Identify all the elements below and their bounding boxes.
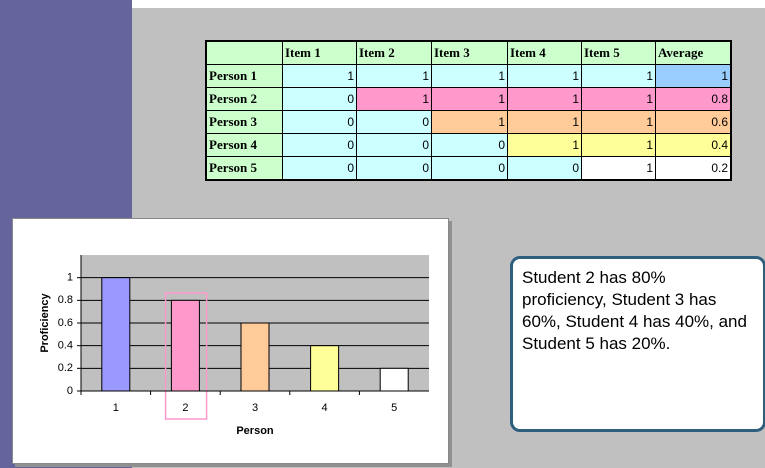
x-tick-label: 2 — [182, 402, 188, 414]
column-header: Item 1 — [282, 40, 357, 65]
chart: 0 0.2 0.4 0.6 0.8 1 1 2 3 4 5 Person Proficiency — [39, 255, 429, 437]
y-axis-label: Proficiency — [39, 292, 51, 352]
column-header — [205, 40, 283, 65]
x-tick-label: 3 — [252, 402, 258, 414]
cell: 1 — [431, 87, 508, 111]
y-tick-label: 0.6 — [58, 317, 73, 329]
cell: 0 — [282, 87, 357, 111]
row-header: Person 3 — [205, 110, 283, 134]
cell: 1 — [356, 87, 432, 111]
cell: 0 — [431, 133, 508, 157]
cell: 0 — [356, 133, 432, 157]
y-tick-label: 1 — [67, 272, 73, 284]
cell: 1 — [581, 64, 656, 88]
top-bar — [132, 0, 765, 8]
cell: 0 — [507, 156, 582, 181]
cell: 1 — [356, 64, 432, 88]
cell: 1 — [507, 110, 582, 134]
cell: 0 — [431, 156, 508, 181]
cell: 1 — [431, 64, 508, 88]
cell: 1 — [507, 87, 582, 111]
column-header: Item 5 — [581, 40, 656, 65]
chart-box: 0 0.2 0.4 0.6 0.8 1 1 2 3 4 5 Person Proficiency — [12, 218, 449, 464]
cell: 1 — [507, 64, 582, 88]
cell: 0 — [356, 156, 432, 181]
bar — [170, 299, 200, 392]
row-header: Person 4 — [205, 133, 283, 157]
x-tick-label: 4 — [322, 402, 328, 414]
x-tick-label: 5 — [391, 402, 397, 414]
x-tick-label: 1 — [113, 402, 119, 414]
cell: 1 — [655, 64, 732, 88]
cell: 1 — [431, 110, 508, 134]
row-header: Person 1 — [205, 64, 283, 88]
column-header: Item 4 — [507, 40, 582, 65]
column-header: Average — [655, 40, 732, 65]
highlight — [164, 292, 208, 420]
row-header: Person 5 — [205, 156, 283, 181]
cell: 1 — [507, 133, 582, 157]
cell: 0.8 — [655, 87, 732, 111]
cell: 1 — [581, 133, 656, 157]
bar — [240, 322, 270, 392]
cell: 1 — [581, 110, 656, 134]
row-header: Person 2 — [205, 87, 283, 111]
cell: 0.2 — [655, 156, 732, 181]
cell: 0 — [282, 133, 357, 157]
bar — [310, 345, 340, 392]
cell: 0 — [356, 110, 432, 134]
cell: 0 — [282, 110, 357, 134]
table: Item 1 Item 2 Item 3 Item 4 Item 5 Average Per… — [205, 40, 732, 181]
cell: 1 — [581, 156, 656, 181]
cell: 0 — [282, 156, 357, 181]
bar — [101, 277, 131, 392]
cell: 0.6 — [655, 110, 732, 134]
column-header: Item 2 — [356, 40, 432, 65]
y-tick-label: 0 — [67, 385, 73, 397]
cell: 1 — [581, 87, 656, 111]
y-tick-label: 0.2 — [58, 362, 73, 374]
cell: 1 — [282, 64, 357, 88]
column-header: Item 3 — [431, 40, 508, 65]
cell: 0.4 — [655, 133, 732, 157]
y-tick-label: 0.4 — [58, 340, 73, 352]
x-axis-label: Person — [236, 425, 274, 437]
y-tick-label: 0.8 — [58, 294, 73, 306]
bar — [379, 367, 409, 392]
callout: Student 2 has 80% proficiency, Student 3… — [510, 256, 765, 432]
